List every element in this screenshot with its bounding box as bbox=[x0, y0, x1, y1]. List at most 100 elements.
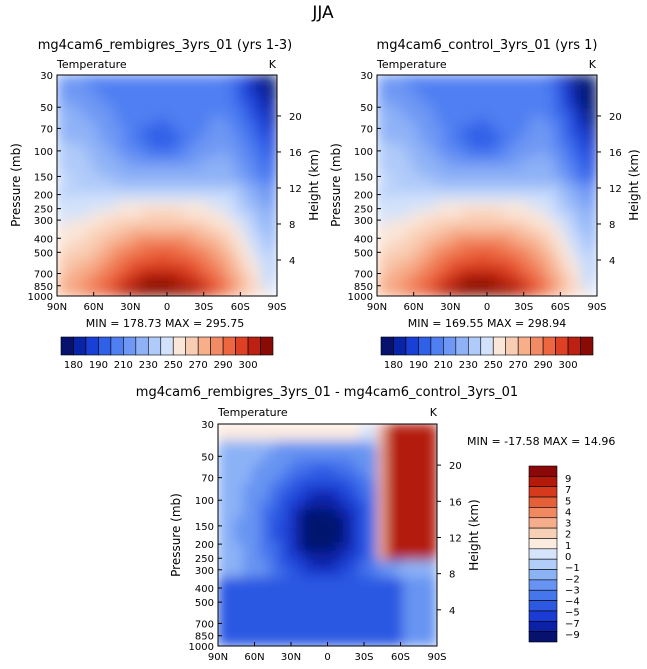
contour-cell bbox=[469, 236, 480, 246]
contour-cell bbox=[428, 594, 437, 604]
contour-cell bbox=[318, 637, 328, 646]
colorbar-swatch bbox=[210, 336, 224, 356]
contour-cell bbox=[352, 483, 362, 493]
contour-cell bbox=[158, 117, 168, 127]
contour-cell bbox=[554, 75, 564, 84]
contour-cell bbox=[318, 568, 328, 579]
contour-cell bbox=[385, 108, 395, 118]
contour-cell bbox=[115, 227, 126, 237]
contour-cell bbox=[90, 134, 100, 144]
contour-cell bbox=[268, 543, 278, 553]
contour-cell bbox=[293, 517, 303, 527]
contour-cell bbox=[284, 517, 295, 527]
contour-cell bbox=[402, 551, 413, 562]
contour-cell bbox=[183, 125, 193, 135]
contour-cell bbox=[251, 560, 261, 570]
contour-cell bbox=[418, 253, 429, 263]
contour-cell bbox=[427, 117, 437, 127]
contour-cell bbox=[191, 185, 202, 195]
contour-cell bbox=[65, 151, 75, 161]
contour-cell bbox=[132, 142, 143, 152]
contour-cell bbox=[537, 108, 547, 118]
contour-cell bbox=[149, 125, 160, 135]
x-tick-label: 60N bbox=[244, 652, 264, 663]
contour-cell bbox=[444, 193, 454, 203]
y-tick-label: 200 bbox=[34, 191, 53, 202]
contour-cell bbox=[259, 210, 270, 220]
contour-cell bbox=[284, 594, 295, 604]
contour-cell bbox=[360, 594, 371, 604]
contour-cell bbox=[208, 244, 219, 254]
contour-cell bbox=[411, 483, 421, 493]
contour-cell bbox=[276, 628, 286, 638]
contour-cell bbox=[478, 75, 488, 84]
contour-cell bbox=[452, 193, 463, 203]
contour-cell bbox=[360, 466, 371, 476]
contour-cell bbox=[234, 543, 244, 553]
contour-cell bbox=[545, 142, 556, 152]
contour-cell bbox=[545, 83, 556, 93]
contour-cell bbox=[166, 142, 176, 152]
contour-cell bbox=[166, 227, 176, 237]
contour-cell bbox=[360, 432, 371, 442]
contour-cell bbox=[537, 236, 547, 246]
contour-cell bbox=[545, 176, 556, 186]
contour-cell bbox=[183, 134, 193, 144]
page-title: JJA bbox=[311, 3, 334, 23]
colorbar-label: 0 bbox=[565, 552, 571, 563]
contour-cell bbox=[98, 159, 109, 169]
contour-cell bbox=[175, 253, 185, 263]
contour-cell bbox=[242, 602, 253, 613]
contour-cell bbox=[310, 500, 320, 510]
contour-cell bbox=[427, 270, 437, 280]
contour-cell bbox=[562, 83, 573, 93]
contour-cell bbox=[410, 227, 420, 237]
contour-cell bbox=[65, 83, 75, 93]
contour-cell bbox=[293, 432, 303, 442]
contour-cell bbox=[571, 125, 581, 135]
contour-cell bbox=[293, 474, 303, 485]
contour-cell bbox=[242, 637, 253, 646]
contour-cell bbox=[377, 568, 387, 579]
contour-cell bbox=[486, 185, 496, 195]
contour-cell bbox=[402, 457, 413, 468]
contour-cell bbox=[528, 287, 539, 296]
contour-cell bbox=[495, 108, 505, 118]
contour-cell bbox=[469, 117, 480, 127]
contour-cell bbox=[343, 568, 354, 579]
contour-cell bbox=[377, 100, 386, 110]
contour-cell bbox=[276, 594, 286, 604]
contour-cell bbox=[310, 560, 320, 570]
contour-cell bbox=[545, 125, 556, 135]
contour-cell bbox=[520, 168, 530, 178]
y-tick-label: 250 bbox=[195, 554, 214, 565]
contour-cell bbox=[251, 526, 261, 536]
contour-cell bbox=[276, 602, 286, 613]
contour-cell bbox=[394, 517, 404, 527]
contour-cell bbox=[528, 227, 539, 237]
contour-cell bbox=[537, 193, 547, 203]
contour-cell bbox=[394, 483, 404, 493]
contour-cell bbox=[528, 151, 539, 161]
contour-cell bbox=[218, 534, 227, 544]
contour-cell bbox=[469, 219, 480, 229]
contour-cell bbox=[217, 117, 227, 127]
colorbar-swatch bbox=[222, 336, 236, 356]
contour-cell bbox=[259, 560, 269, 570]
contour-cell bbox=[208, 125, 219, 135]
contour-cell bbox=[588, 91, 597, 101]
contour-cell bbox=[107, 210, 117, 220]
contour-cell bbox=[158, 134, 168, 144]
contour-cell bbox=[149, 108, 160, 118]
contour-cell bbox=[234, 176, 244, 186]
contour-cell bbox=[377, 227, 386, 237]
contour-cell bbox=[435, 261, 446, 271]
contour-cell bbox=[191, 159, 202, 169]
contour-cell bbox=[141, 134, 151, 144]
contour-cell bbox=[435, 83, 446, 93]
contour-cell bbox=[259, 219, 270, 229]
contour-cell bbox=[141, 185, 151, 195]
contour-cell bbox=[554, 219, 564, 229]
contour-cell bbox=[218, 628, 227, 638]
contour-cell bbox=[124, 142, 134, 152]
